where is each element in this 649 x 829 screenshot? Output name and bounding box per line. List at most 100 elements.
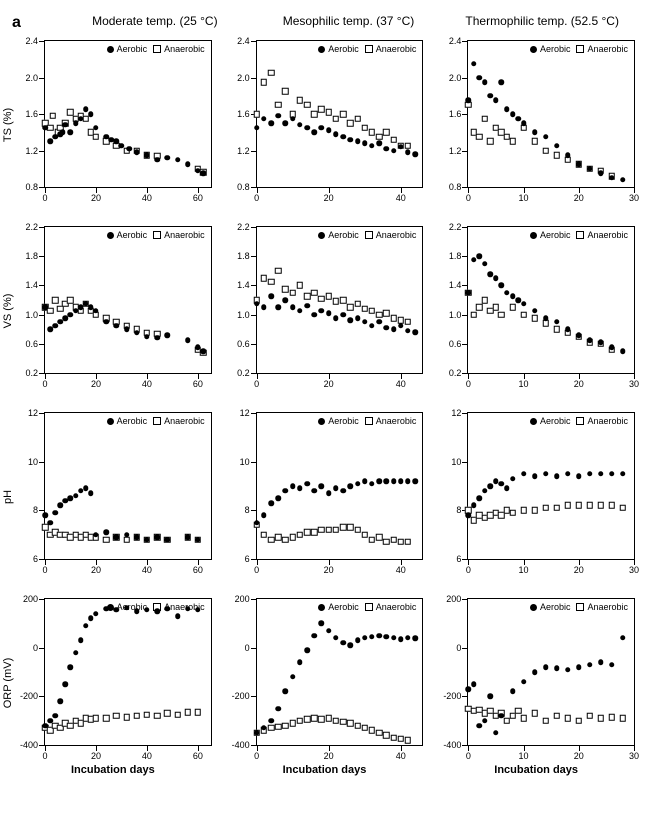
data-point-anaerobic [531, 315, 538, 322]
data-point-aerobic [103, 606, 109, 612]
data-point-anaerobic [576, 717, 583, 724]
data-point-anaerobic [620, 505, 627, 512]
y-tick-label: 1.4 [25, 280, 45, 290]
open-square-icon [576, 45, 584, 53]
y-tick-label: 2.0 [449, 73, 469, 83]
legend: AerobicAnaerobic [107, 44, 205, 54]
data-point-aerobic [290, 483, 296, 489]
data-point-aerobic [412, 478, 418, 484]
data-point-aerobic [58, 698, 64, 704]
x-tick-label: 20 [324, 187, 334, 203]
data-point-anaerobic [333, 298, 340, 305]
data-point-anaerobic [47, 124, 54, 131]
data-point-aerobic [333, 131, 339, 137]
x-tick-label: 0 [42, 187, 47, 203]
data-point-aerobic [88, 111, 94, 117]
data-point-aerobic [268, 294, 274, 300]
data-point-anaerobic [369, 308, 376, 315]
data-point-aerobic [355, 481, 361, 487]
data-point-aerobic [369, 481, 375, 487]
chart-r3c2: Incubation days-400-20002000102030Aerobi… [433, 592, 639, 774]
data-point-aerobic [290, 674, 296, 680]
data-point-anaerobic [376, 730, 383, 737]
data-point-anaerobic [493, 304, 500, 311]
data-point-aerobic [312, 312, 318, 318]
data-point-anaerobic [369, 536, 376, 543]
data-point-anaerobic [253, 111, 260, 118]
legend-anaerobic: Anaerobic [365, 44, 417, 54]
data-point-aerobic [297, 122, 303, 128]
x-tick-label: 40 [396, 187, 406, 203]
x-tick-label: 10 [519, 373, 529, 389]
data-point-aerobic [609, 471, 615, 477]
y-tick-label: 12 [28, 408, 45, 418]
x-tick-label: 0 [466, 745, 471, 761]
data-point-aerobic [543, 471, 549, 477]
y-axis-label: TS (%) [2, 108, 14, 142]
data-point-anaerobic [397, 736, 404, 743]
data-point-anaerobic [289, 534, 296, 541]
data-point-aerobic [185, 534, 191, 540]
y-tick-label: 10 [240, 457, 257, 467]
data-point-anaerobic [52, 297, 59, 304]
chart-r3c1: Incubation days-400-200020002040AerobicA… [222, 592, 428, 774]
data-point-aerobic [376, 319, 382, 325]
data-point-aerobic [93, 532, 99, 538]
legend-label: Anaerobic [587, 44, 628, 54]
legend: AerobicAnaerobic [530, 416, 628, 426]
data-point-anaerobic [123, 714, 130, 721]
y-tick-label: 12 [240, 408, 257, 418]
data-point-aerobic [532, 669, 538, 675]
data-point-anaerobic [275, 268, 282, 275]
x-tick-label: 60 [193, 745, 203, 761]
data-point-anaerobic [297, 531, 304, 538]
data-point-aerobic [340, 312, 346, 318]
data-point-aerobic [405, 635, 411, 641]
data-point-anaerobic [311, 111, 318, 118]
data-point-aerobic [68, 664, 74, 670]
filled-circle-icon [318, 604, 325, 611]
data-point-anaerobic [297, 282, 304, 289]
x-tick-label: 20 [91, 559, 101, 575]
data-point-aerobic [598, 471, 604, 477]
data-point-aerobic [482, 261, 488, 267]
data-point-anaerobic [482, 297, 489, 304]
data-point-aerobic [200, 348, 206, 354]
data-point-aerobic [297, 486, 303, 492]
data-point-aerobic [384, 325, 390, 331]
data-point-aerobic [175, 157, 181, 163]
data-point-anaerobic [553, 713, 560, 720]
data-point-aerobic [195, 537, 201, 543]
legend-aerobic: Aerobic [318, 44, 359, 54]
data-point-aerobic [376, 140, 382, 146]
plot-area: 0.81.21.62.02.40204060AerobicAnaerobic [44, 40, 212, 188]
data-point-aerobic [576, 332, 582, 338]
data-point-aerobic [58, 503, 64, 509]
data-point-aerobic [63, 122, 69, 128]
data-point-aerobic [340, 488, 346, 494]
data-point-anaerobic [598, 502, 605, 509]
x-tick-label: 20 [91, 745, 101, 761]
x-tick-label: 0 [254, 745, 259, 761]
data-point-anaerobic [609, 502, 616, 509]
data-point-anaerobic [383, 310, 390, 317]
data-point-aerobic [504, 486, 510, 492]
y-tick-label: 0.6 [449, 339, 469, 349]
legend-aerobic: Aerobic [107, 416, 148, 426]
y-tick-label: -400 [20, 740, 45, 750]
legend-aerobic: Aerobic [107, 44, 148, 54]
x-tick-label: 20 [574, 373, 584, 389]
data-point-aerobic [283, 488, 289, 494]
data-point-aerobic [355, 139, 361, 145]
data-point-anaerobic [340, 297, 347, 304]
data-point-anaerobic [509, 138, 516, 145]
data-point-aerobic [195, 607, 201, 613]
data-point-anaerobic [376, 311, 383, 318]
data-point-anaerobic [531, 507, 538, 514]
y-tick-label: 2.0 [25, 73, 45, 83]
chart-r0c0: TS (%)0.81.21.62.02.40204060AerobicAnaer… [10, 34, 216, 216]
data-point-aerobic [93, 308, 99, 314]
data-point-aerobic [554, 143, 560, 149]
open-square-icon [153, 45, 161, 53]
legend-anaerobic: Anaerobic [576, 44, 628, 54]
